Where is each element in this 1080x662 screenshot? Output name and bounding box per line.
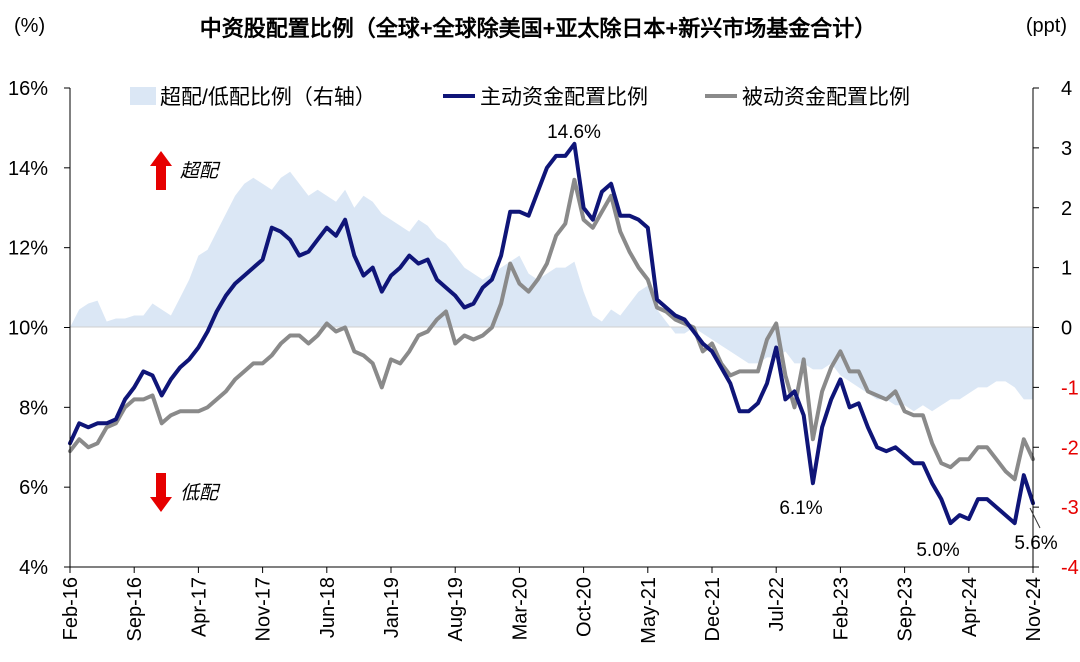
legend-label-active: 主动资金配置比例 (480, 86, 648, 109)
x-tick-label: Apr-17 (188, 577, 210, 637)
area-series (70, 171, 1033, 412)
legend-swatch-area (130, 87, 156, 105)
left-axis-ticks: 4% 6% 8% 10% 12% 14% 16% (8, 78, 70, 579)
x-tick-label: Sep-23 (895, 577, 917, 642)
x-axis-ticks: Feb-16 Sep-16 Apr-17 Nov-17 Jun-18 Jan-19 Aug-… (60, 567, 1045, 644)
up-arrow-icon (150, 151, 172, 190)
right-tick-label: -4 (1061, 557, 1079, 579)
right-tick-label: -2 (1061, 437, 1079, 459)
annotation-jul22-low: 6.1% (779, 498, 822, 519)
overweight-label: 超配 (180, 161, 221, 182)
annotation-latest: 5.6% (1014, 533, 1057, 554)
right-tick-label: 3 (1061, 138, 1072, 160)
right-tick-label: -1 (1061, 377, 1079, 399)
x-tick-label: Jul-22 (766, 577, 788, 631)
x-tick-label: May-21 (638, 577, 660, 644)
area-fill (70, 171, 1033, 412)
legend-label-passive: 被动资金配置比例 (742, 86, 910, 109)
active-line (68, 141, 1035, 526)
annotations: 14.6% 6.1% 5.0% 5.6% (547, 122, 1058, 561)
passive-line (68, 177, 1035, 482)
left-tick-label: 10% (8, 318, 48, 340)
right-axis-ticks: -4 -3 -2 -1 0 1 2 3 4 (1033, 78, 1079, 579)
left-tick-label: 6% (19, 477, 48, 499)
x-tick-label: Oct-20 (574, 577, 596, 637)
x-tick-label: Mar-20 (509, 577, 531, 640)
chart-title: 中资股配置比例（全球+全球除美国+亚太除日本+新兴市场基金合计） (200, 16, 877, 41)
legend: 超配/低配比例（右轴） 主动资金配置比例 被动资金配置比例 (130, 86, 910, 109)
annotation-low: 5.0% (916, 540, 959, 561)
x-tick-label: Nov-24 (1023, 577, 1045, 641)
left-tick-label: 16% (8, 78, 48, 100)
left-tick-label: 8% (19, 397, 48, 419)
x-tick-label: Feb-23 (830, 577, 852, 640)
overweight-indicator: 超配 (150, 151, 221, 190)
x-tick-label: Nov-17 (253, 577, 275, 641)
x-tick-label: Apr-24 (959, 577, 981, 637)
right-tick-label: 1 (1061, 258, 1072, 280)
right-tick-label: 4 (1061, 78, 1072, 100)
right-tick-label: 0 (1061, 318, 1072, 340)
right-tick-label: -3 (1061, 497, 1079, 519)
x-tick-label: Jun-18 (317, 577, 339, 638)
left-tick-label: 12% (8, 238, 48, 260)
left-tick-label: 14% (8, 158, 48, 180)
right-tick-label: 2 (1061, 198, 1072, 220)
active-series (68, 141, 1035, 526)
annotation-peak: 14.6% (547, 122, 601, 143)
passive-series (68, 177, 1035, 482)
x-tick-label: Aug-19 (445, 577, 467, 642)
annotation-leader-line (1029, 507, 1041, 529)
left-tick-label: 4% (19, 557, 48, 579)
left-axis-unit: (%) (14, 15, 45, 37)
x-tick-label: Feb-16 (60, 577, 82, 640)
x-tick-label: Sep-16 (124, 577, 146, 642)
x-tick-label: Jan-19 (381, 577, 403, 638)
underweight-indicator: 低配 (150, 473, 221, 512)
underweight-label: 低配 (180, 483, 221, 504)
down-arrow-icon (150, 473, 172, 512)
legend-label-area: 超配/低配比例（右轴） (160, 86, 376, 109)
right-axis-unit: (ppt) (1026, 15, 1067, 37)
x-tick-label: Dec-21 (702, 577, 724, 641)
